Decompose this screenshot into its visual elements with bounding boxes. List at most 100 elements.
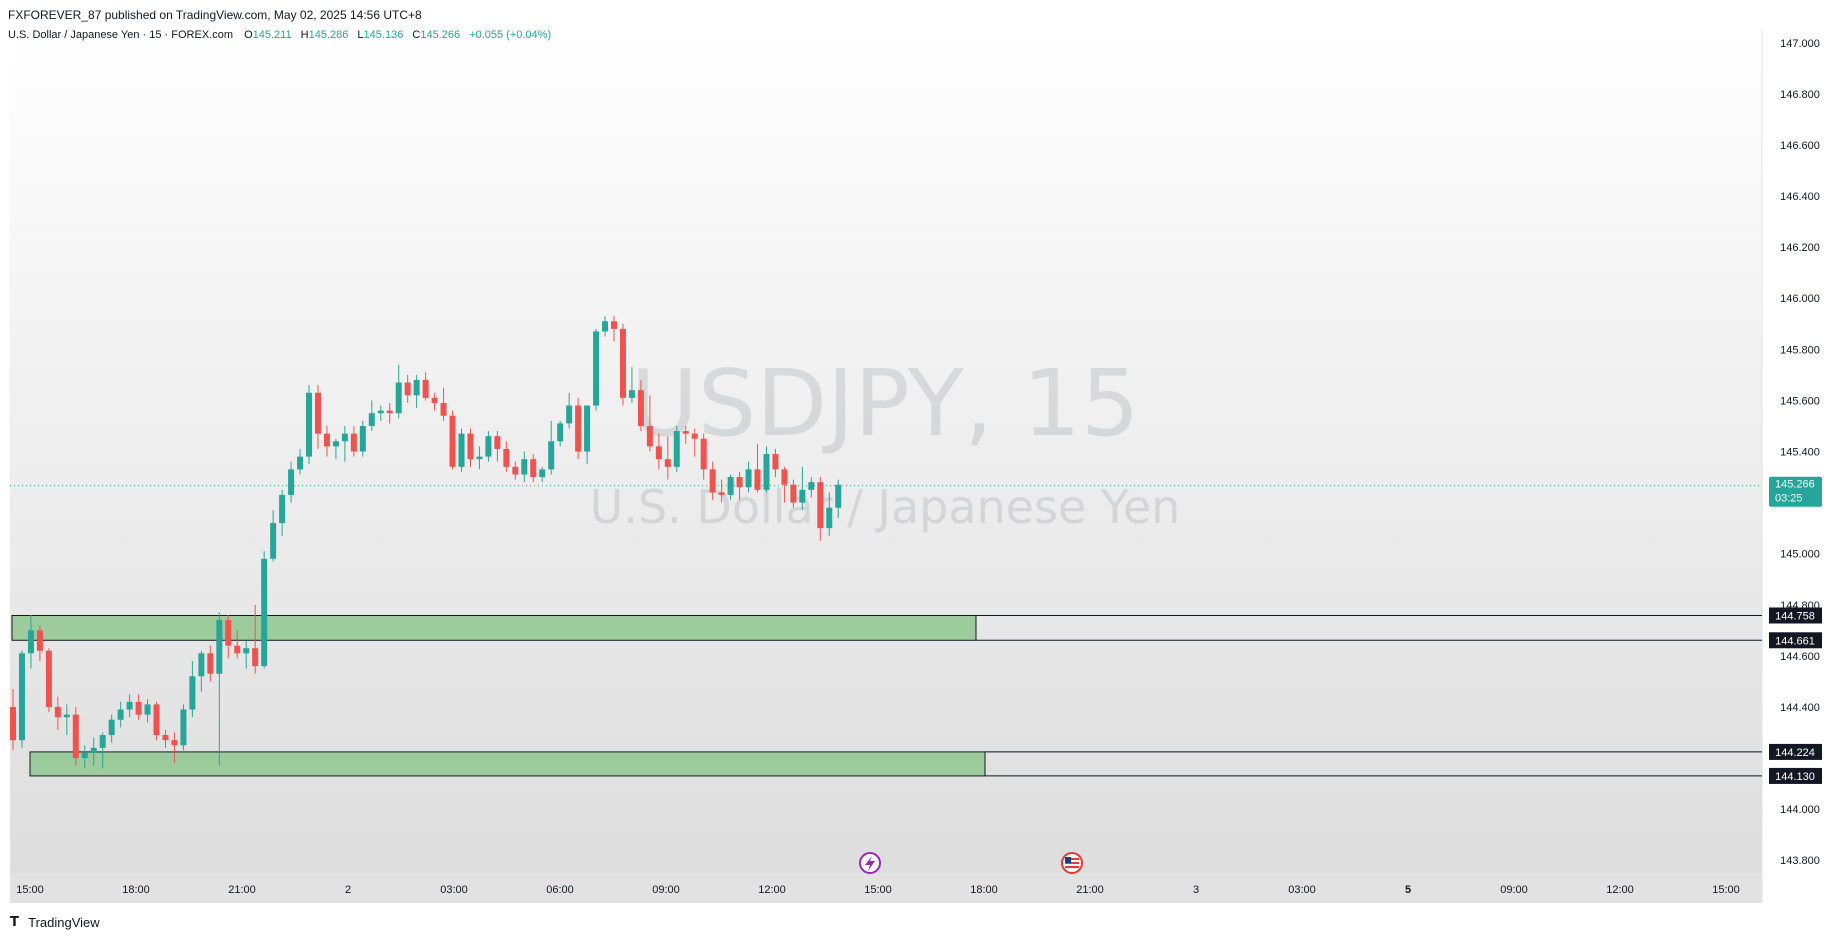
header: FXFOREVER_87 published on TradingView.co… [8, 8, 551, 41]
time-axis-tick-label: 2 [345, 884, 351, 896]
time-axis-background [10, 873, 1762, 903]
candle-body [332, 441, 339, 447]
candle-body [270, 523, 277, 559]
zone-price-label: 144.661 [1775, 635, 1815, 647]
candle-body [790, 484, 797, 503]
tradingview-brand[interactable]: 𝗧 TradingView [10, 914, 100, 930]
symbol-line[interactable]: U.S. Dollar / Japanese Yen · 15 · FOREX.… [8, 29, 233, 41]
candle-body [350, 433, 357, 452]
time-axis-tick-label: 03:00 [440, 884, 468, 896]
candle-body [10, 706, 16, 741]
time-axis-tick-label: 5 [1405, 884, 1411, 896]
candle-body [413, 379, 420, 396]
tradingview-logo-icon: 𝗧 [10, 914, 25, 929]
candle-body [772, 454, 779, 470]
candle-body [288, 469, 295, 495]
time-axis-tick-label: 3 [1193, 884, 1199, 896]
candle-body [817, 482, 824, 529]
price-axis-tick-label: 145.600 [1780, 395, 1820, 407]
candle-body [700, 438, 707, 470]
ohlc-close-label: C [412, 29, 421, 41]
candle-body [117, 709, 124, 720]
candle-body [628, 390, 635, 398]
candle-body [835, 484, 842, 508]
candle-body [99, 735, 106, 748]
candle-body [225, 620, 232, 646]
candle-body [198, 653, 205, 677]
ohlc-close: C145.266 [412, 29, 460, 41]
candle-body [216, 620, 223, 674]
candle-body [306, 392, 313, 457]
time-axis-tick-label: 09:00 [1500, 884, 1528, 896]
candle-body [297, 456, 304, 470]
candle-body [108, 719, 115, 736]
last-price-tag-countdown: 03:25 [1775, 493, 1803, 505]
price-axis-tick-label: 145.800 [1780, 344, 1820, 356]
zone-price-label-box [1769, 632, 1822, 649]
candle-body [682, 431, 689, 434]
ohlc-open-value: 145.211 [252, 29, 292, 41]
candle-body [584, 405, 591, 452]
demand-zone [11, 615, 977, 641]
watermark-name: U.S. Dollar / Japanese Yen [590, 480, 1181, 534]
lightning-event-icon[interactable] [859, 852, 881, 874]
time-axis-tick-label: 18:00 [122, 884, 150, 896]
candle-body [593, 331, 600, 406]
candle-body [243, 648, 250, 654]
price-axis-tick-label: 144.000 [1780, 804, 1820, 816]
ohlc-low: L145.136 [357, 29, 403, 41]
candle-body [476, 456, 483, 460]
time-axis-tick-label: 09:00 [652, 884, 680, 896]
time-axis-tick-label: 12:00 [1606, 884, 1634, 896]
candle-body [126, 701, 133, 710]
candle-body [673, 431, 680, 467]
candle-body [646, 425, 653, 447]
candle-body [81, 752, 88, 759]
price-axis-tick-label: 147.000 [1780, 38, 1820, 50]
candle-body [467, 433, 474, 460]
price-axis-tick-label: 143.800 [1780, 855, 1820, 867]
price-axis-tick-label: 146.600 [1780, 140, 1820, 152]
candle-body [72, 714, 79, 759]
zones-layer [11, 615, 1762, 777]
candle-body [637, 390, 644, 426]
ohlc-low-label: L [357, 29, 364, 41]
zone-price-labels: 144.758 144.661 144.224 144.130 [1769, 607, 1822, 784]
candle-body [494, 436, 501, 449]
price-axis-tick-label: 145.000 [1780, 549, 1820, 561]
candle-body [234, 645, 241, 654]
published-line: FXFOREVER_87 published on TradingView.co… [8, 8, 422, 22]
candle-body [135, 701, 142, 715]
candle-body [144, 704, 151, 715]
candle-body [503, 448, 510, 467]
candle-body [63, 714, 70, 718]
time-axis-tick-label: 15:00 [16, 884, 44, 896]
candle-body [485, 436, 492, 457]
candle-body [252, 648, 259, 667]
time-axis-tick-label: 03:00 [1288, 884, 1316, 896]
price-axis-tick-label: 144.600 [1780, 651, 1820, 663]
ohlc-open-label: O [244, 29, 253, 41]
time-axis-tick-label: 12:00 [758, 884, 786, 896]
zone-price-label-box [1769, 607, 1822, 624]
candles-layer [10, 316, 842, 769]
ohlc-high-value: 145.286 [308, 29, 349, 41]
zone-price-label: 144.758 [1775, 611, 1815, 623]
ohlc-low-value: 145.136 [363, 29, 404, 41]
candle-body [440, 402, 447, 416]
candle-body [422, 379, 429, 398]
candle-body [548, 441, 555, 470]
price-axis-tick-label: 145.400 [1780, 447, 1820, 459]
candle-body [826, 507, 833, 529]
candle-body [619, 328, 626, 398]
candle-body [171, 740, 178, 746]
us-flag-event-icon[interactable] [1061, 852, 1083, 874]
candle-body [727, 477, 734, 495]
candle-body [180, 709, 187, 746]
last-price-tag-box [1769, 476, 1822, 507]
candle-body [458, 433, 465, 467]
candle-body [341, 433, 348, 442]
candle-body [754, 469, 761, 490]
candle-body [691, 433, 698, 439]
